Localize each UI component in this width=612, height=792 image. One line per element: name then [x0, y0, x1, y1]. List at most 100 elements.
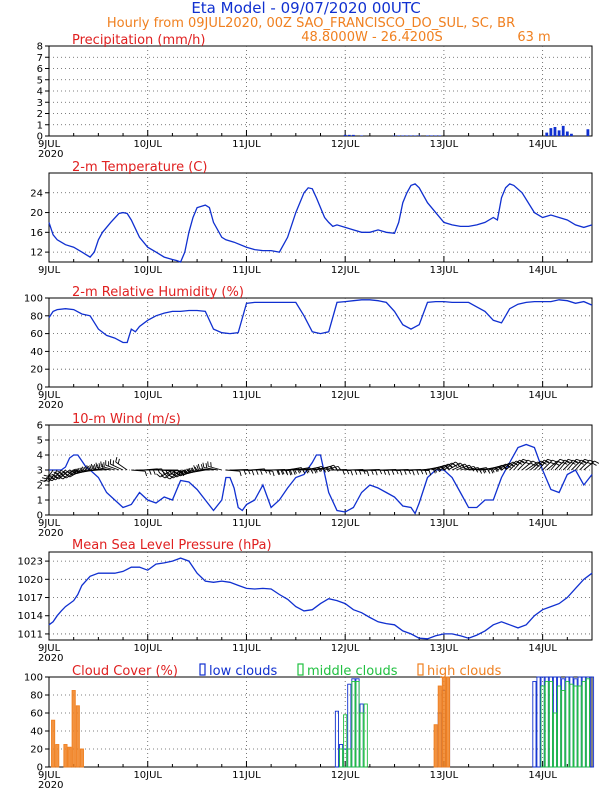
- wind-barb-feather: [183, 469, 188, 475]
- date-label: 12JUL: [331, 770, 360, 781]
- cloud-bar: [577, 685, 582, 768]
- date-label: 12JUL: [331, 518, 360, 529]
- precip-bar: [409, 135, 413, 136]
- wind-barb: [199, 468, 214, 471]
- cloud-bar: [561, 678, 566, 768]
- y-tick-label: 6: [37, 421, 43, 432]
- wind-barb-feather: [202, 462, 205, 468]
- wind-barb-feather: [572, 459, 578, 463]
- wind-barb: [258, 469, 273, 472]
- wind-barb-feather: [391, 469, 395, 475]
- wind-barb-feather: [117, 458, 120, 464]
- date-label: 9JUL: [38, 139, 61, 150]
- wind-barb-feather: [193, 465, 196, 471]
- date-label: 11JUL: [232, 770, 261, 781]
- y-tick-label: 5: [37, 75, 43, 86]
- wind-barb-feather: [292, 469, 296, 475]
- precip-bar: [352, 134, 355, 136]
- wind-barb-feather: [581, 459, 587, 463]
- wind-barb-feather: [277, 469, 281, 475]
- wind-barb-feather: [196, 465, 199, 471]
- wind-barb-feather: [160, 474, 166, 479]
- precip-bar: [397, 135, 401, 136]
- wind-barb: [320, 464, 334, 471]
- date-label: 11JUL: [232, 139, 261, 150]
- wind-barb-feather: [375, 470, 378, 476]
- cloud-bar: [359, 703, 364, 768]
- panel-title: 2-m Relative Humidity (%): [72, 285, 244, 300]
- y-tick-label: 60: [30, 329, 43, 340]
- wind-barb-feather: [61, 474, 67, 479]
- cloud-bar: [581, 681, 586, 768]
- y-tick-label: 1: [37, 496, 43, 507]
- wind-barb: [542, 459, 553, 471]
- year-label: 2020: [38, 780, 63, 791]
- y-tick-label: 100: [24, 294, 43, 305]
- wind-barb-feather: [334, 466, 339, 472]
- cloud-bar: [55, 744, 60, 768]
- location-line: Hourly from 09JUL2020, 00Z SAO_FRANCISCO…: [107, 16, 515, 31]
- wind-barb: [287, 467, 302, 471]
- wind-barb: [96, 467, 111, 471]
- wind-barb: [353, 469, 368, 472]
- year-label: 2020: [38, 400, 63, 411]
- wind-barb-feather: [180, 470, 185, 476]
- wind-barb-feather: [564, 459, 570, 463]
- cloud-bar: [552, 676, 558, 768]
- wind-barb: [566, 458, 577, 471]
- wind-barb-feather: [474, 467, 479, 473]
- panel-frame: [48, 45, 593, 137]
- wind-barb-feather: [455, 461, 460, 466]
- panel-mslp: 1011 1014 1017 1020 1023 Mean Sea Level Press…: [18, 538, 593, 664]
- precip-bar: [570, 133, 573, 136]
- wind-barb-feather: [73, 468, 79, 473]
- cloud-bar: [63, 744, 68, 768]
- year-label: 2020: [38, 653, 63, 664]
- wind-barb-feather: [272, 471, 275, 477]
- wind-barb-feather: [314, 467, 318, 473]
- chart-title: Eta Model - 09/07/2020 00UTC: [191, 0, 420, 17]
- wind-barb-feather: [47, 478, 53, 482]
- wind-barb-feather: [179, 470, 184, 475]
- panel-wind: 0 1 2 3 4 5 6 10-m Wind (m/s) 9JUL 10JUL 11JUL 12JU…: [37, 412, 600, 539]
- wind-barb-feather: [58, 476, 64, 480]
- y-tick-label: 80: [30, 691, 43, 702]
- wind-barb: [435, 463, 449, 471]
- date-label: 11JUL: [232, 265, 261, 276]
- wind-barb: [92, 468, 107, 471]
- date-label: 13JUL: [430, 265, 459, 276]
- date-label: 13JUL: [430, 390, 459, 401]
- wind-barb-feather: [260, 469, 263, 475]
- cloud-bar: [589, 676, 595, 768]
- wind-barb-feather: [56, 474, 62, 478]
- wind-barb: [460, 465, 475, 471]
- wind-barb-feather: [163, 473, 168, 477]
- wind-barb-feather: [75, 468, 79, 473]
- date-label: 11JUL: [232, 518, 261, 529]
- wind-barb: [550, 458, 561, 471]
- cloud-bar: [433, 724, 438, 768]
- wind-barb-feather: [366, 471, 370, 477]
- wind-barb: [525, 461, 538, 471]
- cloud-bar: [557, 676, 562, 768]
- date-label: 9JUL: [38, 265, 61, 276]
- date-label: 9JUL: [38, 390, 61, 401]
- wind-barb-feather: [50, 477, 56, 481]
- date-label: 14JUL: [528, 139, 557, 150]
- cloud-bar: [585, 678, 590, 768]
- wind-barb-feather: [483, 467, 487, 473]
- cloud-bar: [79, 748, 84, 768]
- date-label: 12JUL: [331, 139, 360, 150]
- panel-title: Precipitation (mm/h): [72, 33, 205, 48]
- y-tick-label: 7: [37, 53, 43, 64]
- wind-barb-feather: [187, 468, 192, 474]
- wind-barb: [308, 465, 322, 471]
- y-tick-label: 1020: [18, 575, 43, 586]
- cloud-bar: [67, 746, 72, 768]
- wind-barb-feather: [544, 459, 550, 463]
- cloud-bar: [75, 705, 80, 768]
- wind-barb-feather: [186, 468, 191, 473]
- cloud-bar: [51, 719, 56, 768]
